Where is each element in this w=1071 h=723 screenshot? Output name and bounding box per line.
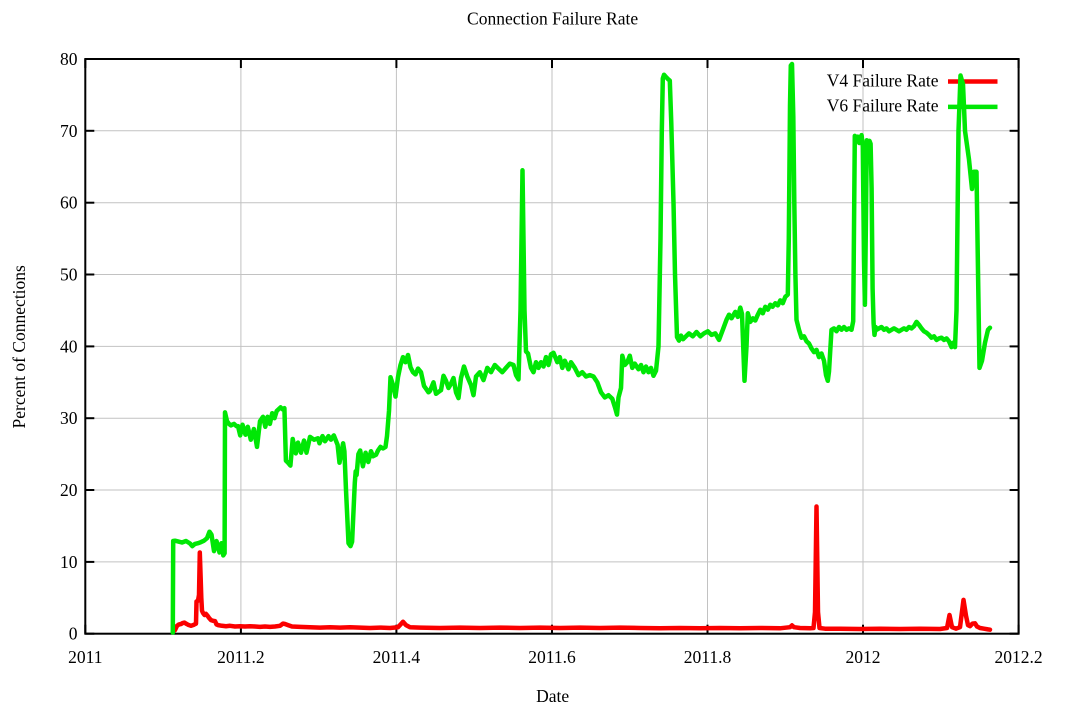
svg-text:2011.2: 2011.2 xyxy=(217,647,264,667)
svg-text:V6 Failure Rate: V6 Failure Rate xyxy=(827,96,939,116)
svg-text:Date: Date xyxy=(536,686,569,706)
svg-text:50: 50 xyxy=(60,265,78,285)
svg-text:70: 70 xyxy=(60,121,78,141)
svg-text:2012: 2012 xyxy=(846,647,881,667)
svg-text:2011.4: 2011.4 xyxy=(373,647,421,667)
svg-text:Connection Failure Rate: Connection Failure Rate xyxy=(467,9,638,29)
svg-text:80: 80 xyxy=(60,49,78,69)
svg-text:2012.2: 2012.2 xyxy=(995,647,1043,667)
svg-text:V4 Failure Rate: V4 Failure Rate xyxy=(827,70,939,90)
svg-text:30: 30 xyxy=(60,408,78,428)
svg-text:40: 40 xyxy=(60,336,78,356)
svg-text:2011.6: 2011.6 xyxy=(528,647,576,667)
svg-text:10: 10 xyxy=(60,552,78,572)
svg-text:2011.8: 2011.8 xyxy=(684,647,732,667)
svg-text:0: 0 xyxy=(69,624,78,644)
svg-text:20: 20 xyxy=(60,480,78,500)
svg-text:Percent of Connections: Percent of Connections xyxy=(9,265,29,428)
svg-text:2011: 2011 xyxy=(68,647,102,667)
svg-text:60: 60 xyxy=(60,193,78,213)
